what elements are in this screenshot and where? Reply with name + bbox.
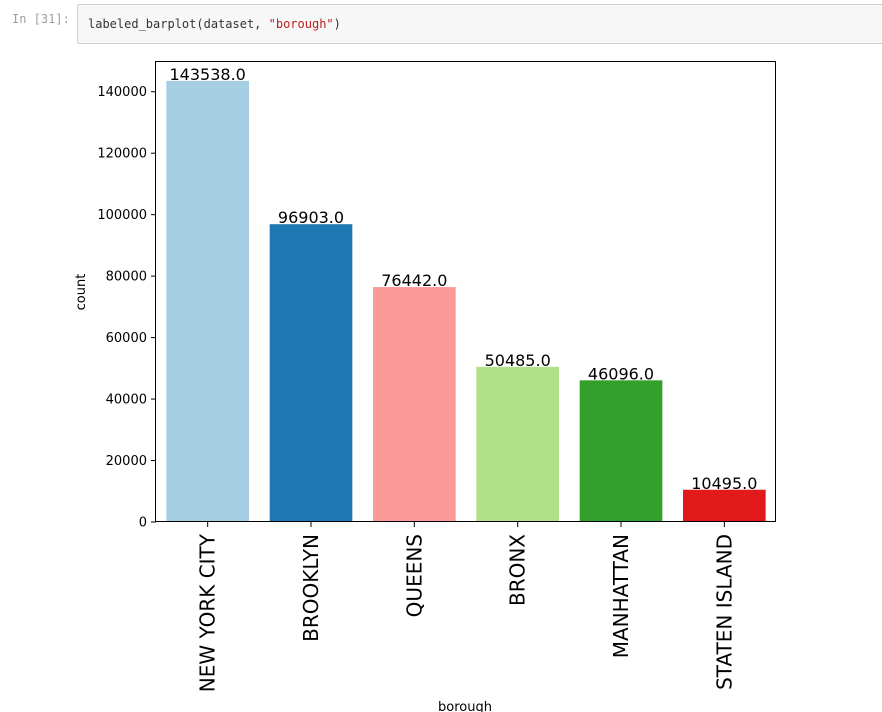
x-tick-label-bronx: BRONX bbox=[506, 534, 530, 606]
x-tick-label-manhattan: MANHATTAN bbox=[609, 534, 633, 658]
y-tick-label-60000: 60000 bbox=[106, 331, 147, 346]
y-tick-label-0: 0 bbox=[139, 516, 147, 531]
code-cell-input[interactable]: labeled_barplot(dataset, "borough") bbox=[77, 4, 882, 44]
x-tick-label-new-york-city: NEW YORK CITY bbox=[196, 533, 220, 692]
x-tick-label-queens: QUEENS bbox=[402, 534, 426, 617]
bars-group bbox=[166, 80, 766, 523]
data-label-brooklyn: 96903.0 bbox=[278, 208, 344, 227]
bar-new-york-city bbox=[166, 80, 249, 523]
x-tick-label-brooklyn: BROOKLYN bbox=[299, 534, 323, 642]
bar-bronx bbox=[476, 366, 559, 522]
data-label-new-york-city: 143538.0 bbox=[169, 65, 245, 84]
y-tick-label-120000: 120000 bbox=[97, 147, 147, 162]
y-axis: 0 20000 40000 60000 80000 100000 120000 140000 bbox=[97, 85, 156, 531]
code-function-name: labeled_barplot bbox=[88, 17, 197, 31]
data-label-bronx: 50485.0 bbox=[485, 351, 551, 370]
code-arguments: (dataset, bbox=[196, 17, 269, 31]
cell-prompt: In [31]: bbox=[12, 12, 70, 26]
bar-brooklyn bbox=[269, 224, 353, 522]
x-axis: NEW YORK CITY BROOKLYN QUEENS BRONX MANHATTA… bbox=[196, 522, 736, 692]
plot-frame bbox=[155, 61, 776, 522]
data-label-staten-island: 10495.0 bbox=[691, 474, 757, 493]
bar-manhattan bbox=[579, 380, 663, 522]
y-axis-label: count bbox=[74, 274, 89, 311]
y-tick-label-40000: 40000 bbox=[106, 393, 147, 408]
y-tick-label-20000: 20000 bbox=[106, 454, 147, 469]
data-labels-group: 143538.0 96903.0 76442.0 50485.0 46096.0 1049… bbox=[169, 65, 757, 493]
code-string-literal: "borough" bbox=[268, 17, 334, 31]
bar-staten-island bbox=[683, 489, 766, 522]
y-tick-label-100000: 100000 bbox=[97, 208, 147, 223]
data-label-queens: 76442.0 bbox=[381, 271, 447, 290]
bar-queens bbox=[373, 287, 456, 522]
x-tick-label-staten-island: STATEN ISLAND bbox=[712, 534, 736, 690]
data-label-manhattan: 46096.0 bbox=[588, 364, 654, 383]
code-close-paren: ) bbox=[333, 17, 341, 31]
x-axis-label: borough bbox=[438, 700, 492, 712]
y-tick-label-80000: 80000 bbox=[106, 270, 147, 285]
y-tick-label-140000: 140000 bbox=[97, 85, 147, 100]
